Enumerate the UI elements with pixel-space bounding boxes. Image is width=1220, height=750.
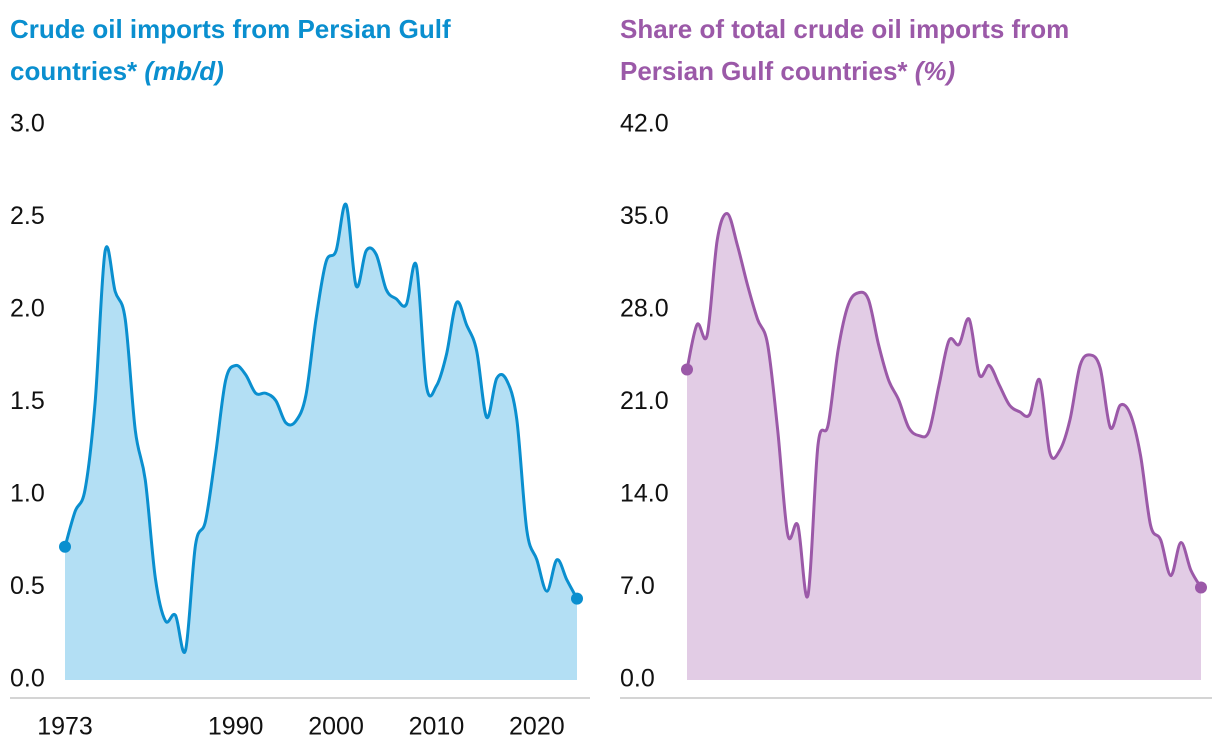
y-tick-label: 35.0: [620, 202, 669, 230]
end-point: [571, 592, 583, 605]
y-tick-label: 3.0: [10, 110, 45, 138]
units: (%): [914, 56, 956, 86]
y-tick-label: 2.0: [10, 295, 45, 323]
chart-title: Crude oil imports from Persian Gulf coun…: [10, 8, 500, 92]
x-tick-label: 2020: [509, 713, 565, 741]
y-tick-label: 2.5: [10, 202, 45, 230]
y-tick-label: 0.0: [620, 665, 655, 693]
area: [687, 213, 1201, 680]
y-tick-label: 21.0: [620, 387, 669, 415]
y-tick-label: 0.5: [10, 572, 45, 600]
y-tick-label: 14.0: [620, 480, 669, 508]
line: [685, 212, 1203, 599]
x-tick-label: 2010: [409, 713, 465, 741]
end-point: [59, 540, 71, 553]
y-tick-label: 7.0: [620, 572, 655, 600]
y-tick-label: 1.5: [10, 387, 45, 415]
y-tick-label: 28.0: [620, 295, 669, 323]
x-tick-label: 1990: [208, 713, 264, 741]
y-tick-label: 1.0: [10, 480, 45, 508]
x-tick-label: 2000: [308, 713, 364, 741]
title-text: Share of total crude oil imports from Pe…: [620, 14, 1070, 86]
title-text: Crude oil imports from Persian Gulf coun…: [10, 14, 451, 86]
y-tick-label: 42.0: [620, 110, 669, 138]
y-tick-label: 0.0: [10, 665, 45, 693]
x-tick-label: 1973: [37, 713, 93, 741]
units: (mb/d): [144, 56, 224, 86]
end-point: [681, 363, 693, 376]
end-point: [1195, 581, 1207, 594]
area: [65, 203, 577, 681]
line: [63, 202, 579, 654]
chart-title: Share of total crude oil imports from Pe…: [620, 8, 1120, 92]
